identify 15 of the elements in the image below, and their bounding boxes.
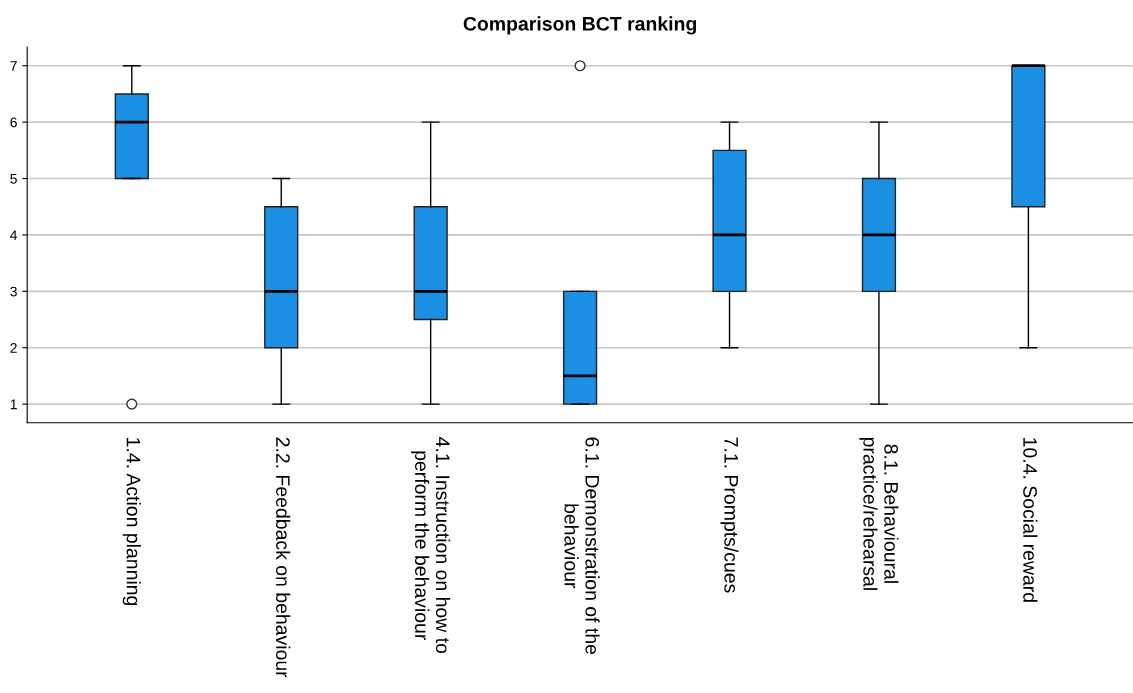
x-tick-label: 2.2. Feedback on behaviour [276,437,291,678]
x-tick-label: 10.4. Social reward [1023,438,1038,602]
y-tick-label: 7 [10,61,17,71]
y-tick-label: 1 [10,399,17,410]
y-tick-label: 3 [10,286,17,297]
x-tick-label: 7.1. Prompts/cues [720,437,739,593]
x-tick-label: 4.1. Instruction on how to perform the behaviour [411,437,451,654]
y-tick-label: 5 [10,174,17,184]
x-tick-label: 6.1. Demonstration of the behaviour [564,437,600,655]
x-tick-label: 1.4. Action planning [122,438,141,606]
y-tick-label: 4 [10,230,18,240]
chart-title: Comparison BCT ranking [463,16,697,35]
x-tick-label: 8.1. Behavioural practice/rehearsal [859,437,899,590]
y-tick-label: 6 [10,117,17,128]
y-tick-label: 2 [10,343,17,353]
